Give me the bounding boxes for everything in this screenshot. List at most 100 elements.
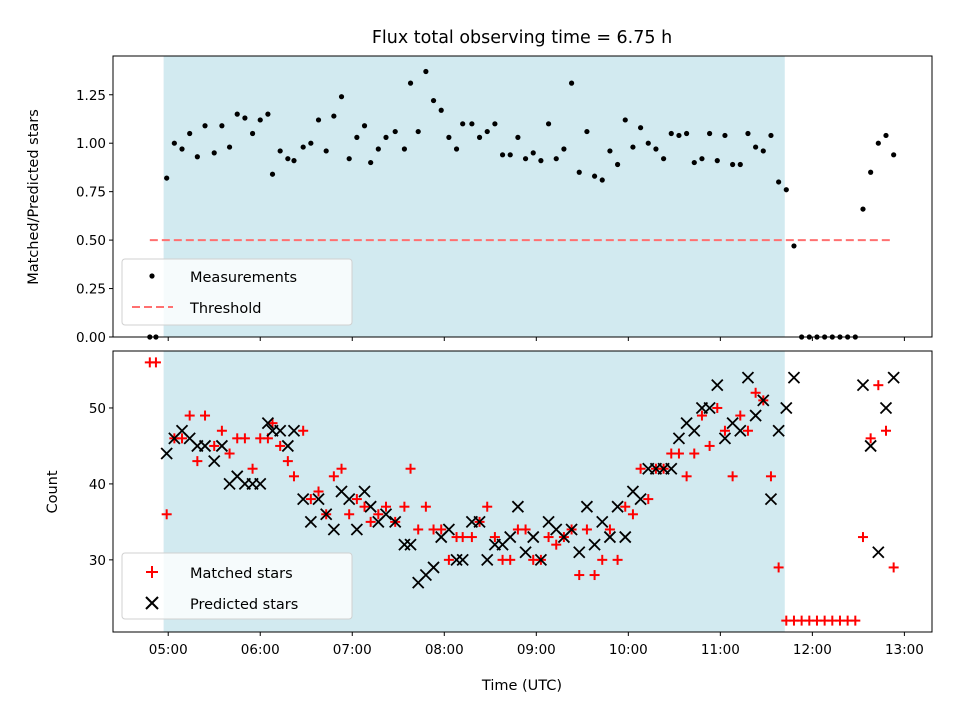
x-axis-ticks: 05:00 06:00 07:00 08:00 09:00 10:00 11:00 12:00… [149, 337, 924, 658]
predicted-star-point [596, 515, 609, 529]
predicted-star-point-b [527, 530, 540, 544]
predicted-star-point [718, 432, 732, 445]
predicted-star-point-b [519, 546, 532, 559]
predicted-star-point [749, 409, 762, 422]
predicted-star-point [588, 538, 601, 551]
matched-star-point [328, 471, 339, 482]
measurement-point [331, 113, 337, 119]
ratio-panel: 0.00 0.25 0.50 0.75 1.00 1.25 Matched/Predict… [26, 55, 933, 346]
predicted-star-point-b [379, 508, 393, 521]
matched-star-point [551, 539, 562, 550]
predicted-star-point-b [611, 500, 624, 513]
matched-star-point [857, 532, 868, 543]
matched-star-point [742, 425, 753, 436]
y-tick-label: 30 [89, 553, 106, 569]
matched-star-point [305, 494, 316, 505]
predicted-star-point [688, 424, 701, 437]
predicted-star-point [879, 401, 893, 415]
measurement-point [522, 156, 529, 162]
x-tick-label: 09:00 [517, 642, 556, 658]
matched-star-point [750, 387, 761, 398]
measurement-point [653, 146, 659, 152]
predicted-star-point [287, 424, 301, 437]
measurement-point [883, 132, 889, 139]
predicted-star-point [254, 477, 267, 491]
matched-star-point [351, 494, 362, 505]
measurement-point [242, 115, 248, 121]
measurement-point [368, 159, 374, 166]
predicted-star-point [274, 424, 287, 437]
measurement-point [645, 140, 651, 146]
matched-star-point [457, 532, 468, 543]
x-tick-label: 13:00 [885, 642, 924, 658]
predicted-star-point-b [757, 394, 770, 407]
matched-star-point [336, 463, 347, 474]
predicted-star-point [734, 424, 747, 437]
predicted-star-point [473, 515, 486, 529]
measurement-point [392, 128, 398, 135]
measurement-point [745, 130, 751, 137]
predicted-star-point-b [596, 515, 609, 529]
matched-star-point [381, 501, 391, 512]
predicted-star-point-b [215, 439, 229, 453]
matched-star-point [161, 509, 172, 520]
matched-star-point [873, 380, 884, 391]
predicted-star-point [281, 439, 294, 453]
matched-star-point [373, 509, 384, 520]
measurement-point [699, 156, 705, 162]
measurement-point [476, 134, 483, 140]
predicted-star-point [634, 492, 647, 506]
measurement-point [760, 148, 766, 154]
predicted-star-point-b [343, 492, 356, 506]
predicted-star-point-b [787, 371, 801, 384]
matched-star-point [589, 570, 600, 581]
measurement-point [171, 140, 177, 146]
measurement-point [460, 121, 466, 127]
matched-star-point [489, 532, 500, 543]
measurement-point [553, 156, 559, 162]
ratio-panel-frame [112, 55, 933, 338]
predicted-star-point [379, 508, 393, 521]
legend-label-threshold: Threshold [189, 301, 261, 317]
predicted-star-point-b [511, 500, 525, 513]
measurement-point [323, 148, 329, 154]
y-tick-label: 1.25 [76, 88, 106, 104]
measurement-point [730, 161, 736, 168]
matched-star-point [543, 532, 554, 543]
predicted-star-point-b [734, 424, 747, 437]
predicted-star-point [442, 523, 456, 536]
predicted-star-point-b [887, 371, 900, 384]
matched-star-point [466, 532, 477, 543]
measurement-point [768, 132, 774, 139]
measurement-point [891, 152, 897, 158]
matched-star-point [247, 463, 258, 474]
measurement-point [423, 68, 429, 75]
measurement-point [614, 161, 621, 168]
y-tick-label: 0.00 [76, 330, 106, 346]
predicted-star-point-b [183, 432, 196, 445]
matched-star-point [443, 554, 454, 565]
legend-label-matched: Matched stars [190, 566, 293, 582]
x-tick-label: 12:00 [793, 642, 832, 658]
predicted-star-point [764, 492, 778, 506]
predicted-star-points [160, 371, 900, 589]
predicted-star-point [312, 492, 325, 506]
ratio-panel-y-ticks: 0.00 0.25 0.50 0.75 1.00 1.25 [76, 88, 113, 346]
measurement-point [753, 144, 759, 150]
predicted-star-point [261, 417, 275, 430]
predicted-star-point-b [718, 432, 732, 445]
measurement-point [875, 140, 881, 146]
measurement-point [868, 169, 874, 175]
measurement-point [568, 80, 575, 86]
predicted-star-point-b [327, 523, 340, 536]
measurement-point [401, 146, 408, 152]
measurement-point [684, 130, 690, 137]
predicted-star-point [611, 500, 624, 513]
count-panel-frame [112, 350, 933, 633]
measurement-point [499, 152, 506, 158]
measurement-point [469, 121, 475, 127]
predicted-star-point [573, 546, 586, 559]
predicted-star-point-b [565, 523, 578, 536]
matched-star-point [712, 402, 723, 413]
predicted-star-point [343, 492, 356, 506]
